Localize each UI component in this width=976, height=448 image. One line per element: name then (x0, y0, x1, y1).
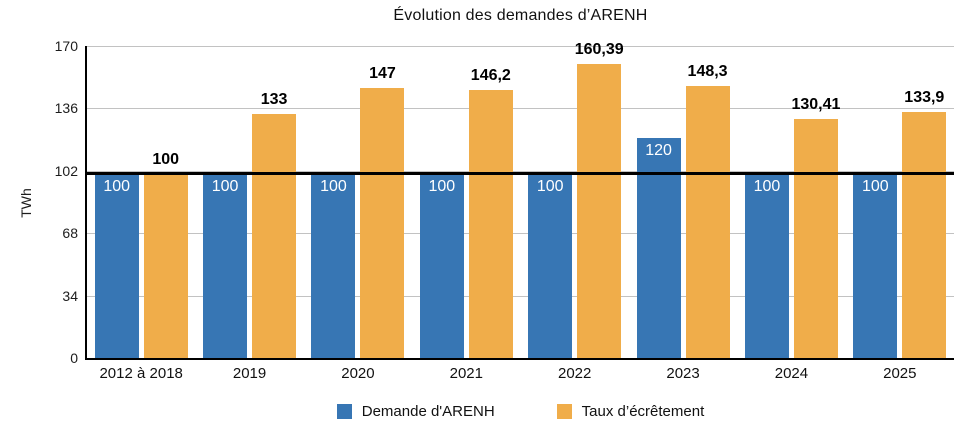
bar-value-label-above: 148,3 (687, 62, 728, 80)
bar-group: 100 160,39 (521, 41, 629, 358)
bar-value-label-above: 130,41 (791, 95, 841, 113)
legend-label: Demande d'ARENH (361, 403, 495, 420)
legend-label: Taux d’écrêtement (581, 403, 705, 420)
bar-taux-ecretement: 148,3 (685, 63, 730, 358)
legend-swatch-icon (556, 404, 572, 419)
bar-demande-arenh: 100 (203, 174, 248, 358)
bar-group: 100 146,2 (412, 46, 520, 358)
bar-value-label-inside: 100 (103, 178, 131, 196)
y-tick-label: 68 (62, 225, 78, 242)
x-axis-label: 2021 (449, 365, 483, 382)
x-axis-labels: 2012 à 2018 2019 2020 2021 2022 2023 2024 2025 (87, 365, 954, 385)
bar-value-label-inside: 100 (428, 178, 456, 196)
bar-value-label-inside: 100 (320, 178, 347, 196)
x-axis-label: 2025 (883, 365, 917, 382)
bar-demande-arenh: 100 (419, 174, 464, 358)
bar-value-label-inside: 100 (861, 178, 889, 196)
bar-demande-arenh: 100 (94, 174, 139, 358)
bar-taux-ecretement: 147 (360, 65, 405, 358)
bar-value-label-above: 133 (260, 90, 288, 108)
bar-value-label-inside: 100 (753, 178, 781, 196)
legend-item-taux: Taux d’écrêtement (556, 403, 705, 420)
y-axis-line (85, 46, 87, 360)
bar-taux-ecretement: 130,41 (791, 96, 840, 358)
bar-groups: 100 100 100 133 100 147 100 146,2 100 160,39 120 14… (87, 41, 954, 358)
x-axis-label: 2024 (774, 365, 809, 382)
gridline (87, 108, 954, 110)
x-axis-label: 2023 (666, 365, 700, 382)
legend-swatch-icon (336, 404, 352, 419)
bar-value-label-above: 147 (369, 65, 396, 83)
bar-taux-ecretement: 133,9 (902, 89, 947, 358)
bar-taux-ecretement: 146,2 (468, 67, 513, 358)
bar-value-label-inside: 120 (645, 141, 672, 159)
y-tick-label: 102 (54, 162, 78, 179)
bar-demande-arenh: 100 (853, 174, 898, 358)
bar-value-label-above: 146,2 (470, 66, 511, 84)
bar-group: 100 130,41 (737, 46, 845, 358)
bar-taux-ecretement: 100 (143, 151, 188, 358)
bar-taux-ecretement: 133 (252, 91, 297, 358)
x-axis-label: 2019 (232, 365, 267, 382)
chart-title: Évolution des demandes d’ARENH (393, 7, 648, 24)
y-tick-label: 0 (70, 350, 78, 366)
legend-item-demande: Demande d'ARENH (336, 403, 495, 420)
bar-demande-arenh: 100 (311, 174, 356, 358)
legend: Demande d'ARENH Taux d’écrêtement (87, 403, 954, 420)
bar-value-label-above: 100 (152, 151, 180, 169)
x-axis-label: 2012 à 2018 (99, 365, 183, 382)
bar-group: 100 133 (195, 46, 303, 358)
gridline (87, 46, 954, 47)
bar-group: 120 148,3 (629, 46, 737, 358)
reference-line-100 (87, 172, 954, 176)
bar-value-label-inside: 100 (211, 178, 239, 196)
gridline (87, 233, 954, 235)
plot-area: 100 100 100 133 100 147 100 146,2 100 160,39 120 14… (85, 41, 954, 360)
gridline (87, 170, 954, 172)
y-axis-ticks: 0 34 68 102 136 170 (0, 38, 78, 366)
y-tick-label: 170 (54, 38, 78, 54)
x-axis-line (85, 358, 954, 360)
x-axis-label: 2022 (558, 365, 592, 382)
bar-demande-arenh: 100 (528, 174, 573, 358)
bar-taux-ecretement: 160,39 (575, 41, 624, 358)
y-tick-label: 136 (54, 100, 78, 117)
bar-value-label-above: 160,39 (574, 40, 624, 58)
bar-group: 100 147 (304, 46, 412, 358)
bar-value-label-above: 133,9 (904, 89, 945, 107)
x-axis-label: 2020 (341, 365, 375, 382)
bar-demande-arenh: 120 (636, 137, 681, 358)
bar-group: 100 133,9 (846, 46, 954, 358)
y-tick-label: 34 (62, 287, 78, 304)
bar-demande-arenh: 100 (744, 174, 789, 358)
bar-group: 100 100 (87, 46, 195, 358)
bar-value-label-inside: 100 (536, 178, 564, 196)
gridline (87, 295, 954, 297)
